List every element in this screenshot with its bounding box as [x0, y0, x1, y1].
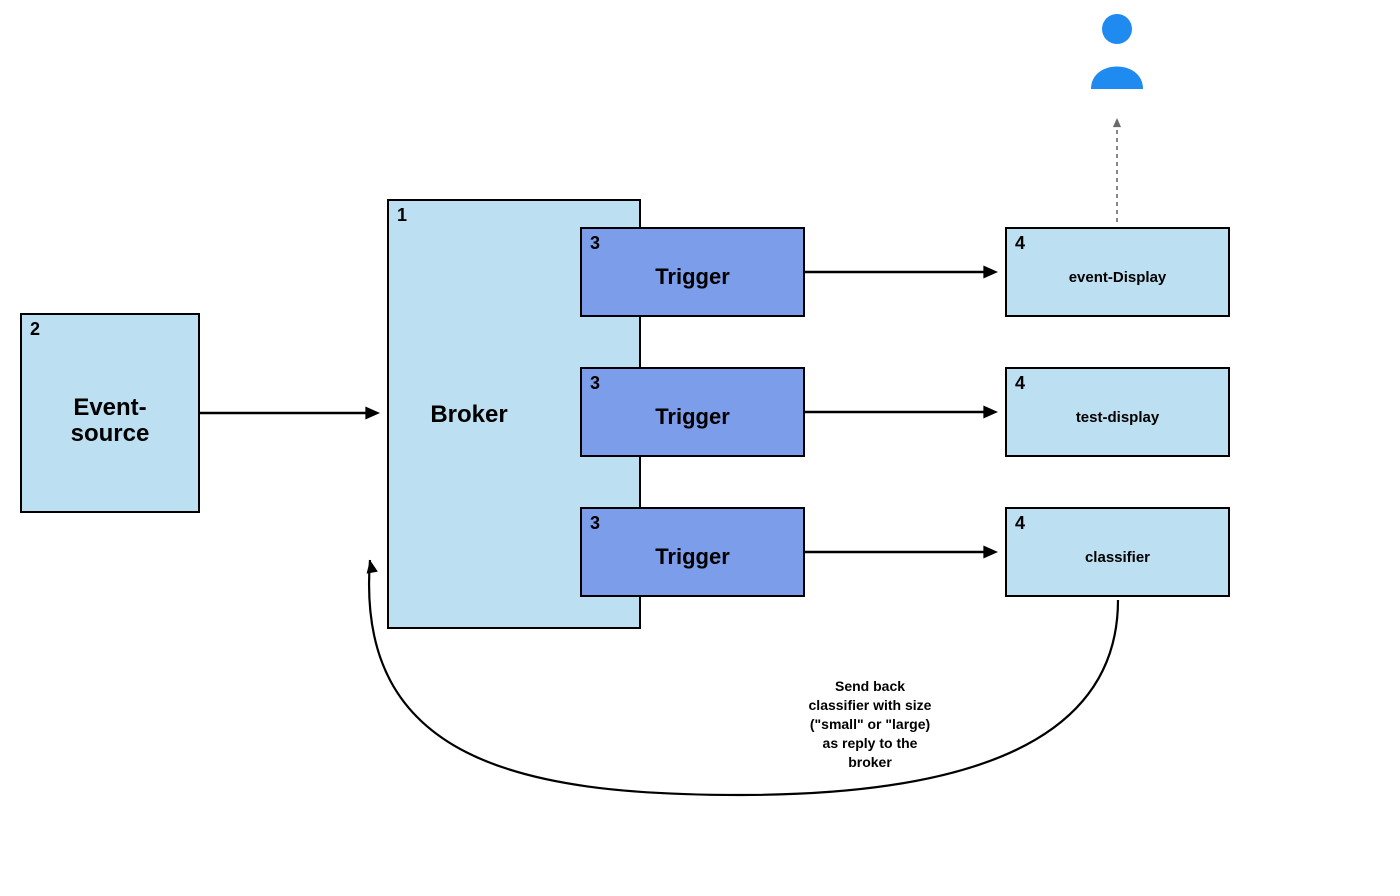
node-label: Broker	[344, 401, 594, 429]
node-label: Trigger	[582, 264, 803, 290]
node-label: test-display	[1007, 409, 1228, 426]
node-num: 3	[590, 513, 600, 534]
node-label: Event-source	[22, 395, 198, 448]
node-num: 1	[397, 205, 407, 226]
node-label: Trigger	[582, 544, 803, 570]
node-num: 3	[590, 373, 600, 394]
node-num: 4	[1015, 373, 1025, 394]
node-num: 3	[590, 233, 600, 254]
user-icon	[1087, 11, 1147, 94]
feedback-caption: Send backclassifier with size("small" or…	[780, 677, 960, 771]
node-label: classifier	[1007, 549, 1228, 566]
node-trigger-3: 3 Trigger	[580, 507, 805, 597]
node-event-display: 4 event-Display	[1005, 227, 1230, 317]
node-num: 4	[1015, 233, 1025, 254]
node-num: 4	[1015, 513, 1025, 534]
node-trigger-2: 3 Trigger	[580, 367, 805, 457]
node-num: 2	[30, 319, 40, 340]
node-label: Trigger	[582, 404, 803, 430]
node-label: event-Display	[1007, 269, 1228, 286]
node-trigger-1: 3 Trigger	[580, 227, 805, 317]
node-event-source: 2 Event-source	[20, 313, 200, 513]
node-test-display: 4 test-display	[1005, 367, 1230, 457]
node-classifier: 4 classifier	[1005, 507, 1230, 597]
